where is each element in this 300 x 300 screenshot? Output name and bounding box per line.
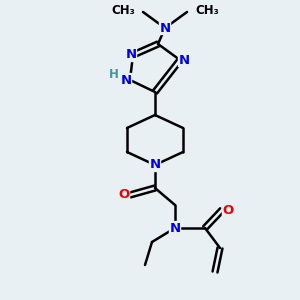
Text: O: O [222,203,234,217]
Text: CH₃: CH₃ [195,4,219,16]
Text: CH₃: CH₃ [111,4,135,16]
Text: N: N [169,221,181,235]
Text: N: N [149,158,161,172]
Text: N: N [159,22,171,34]
Text: N: N [125,49,136,62]
Text: N: N [178,53,190,67]
Text: N: N [120,74,132,86]
Text: H: H [109,68,119,82]
Text: O: O [118,188,130,202]
